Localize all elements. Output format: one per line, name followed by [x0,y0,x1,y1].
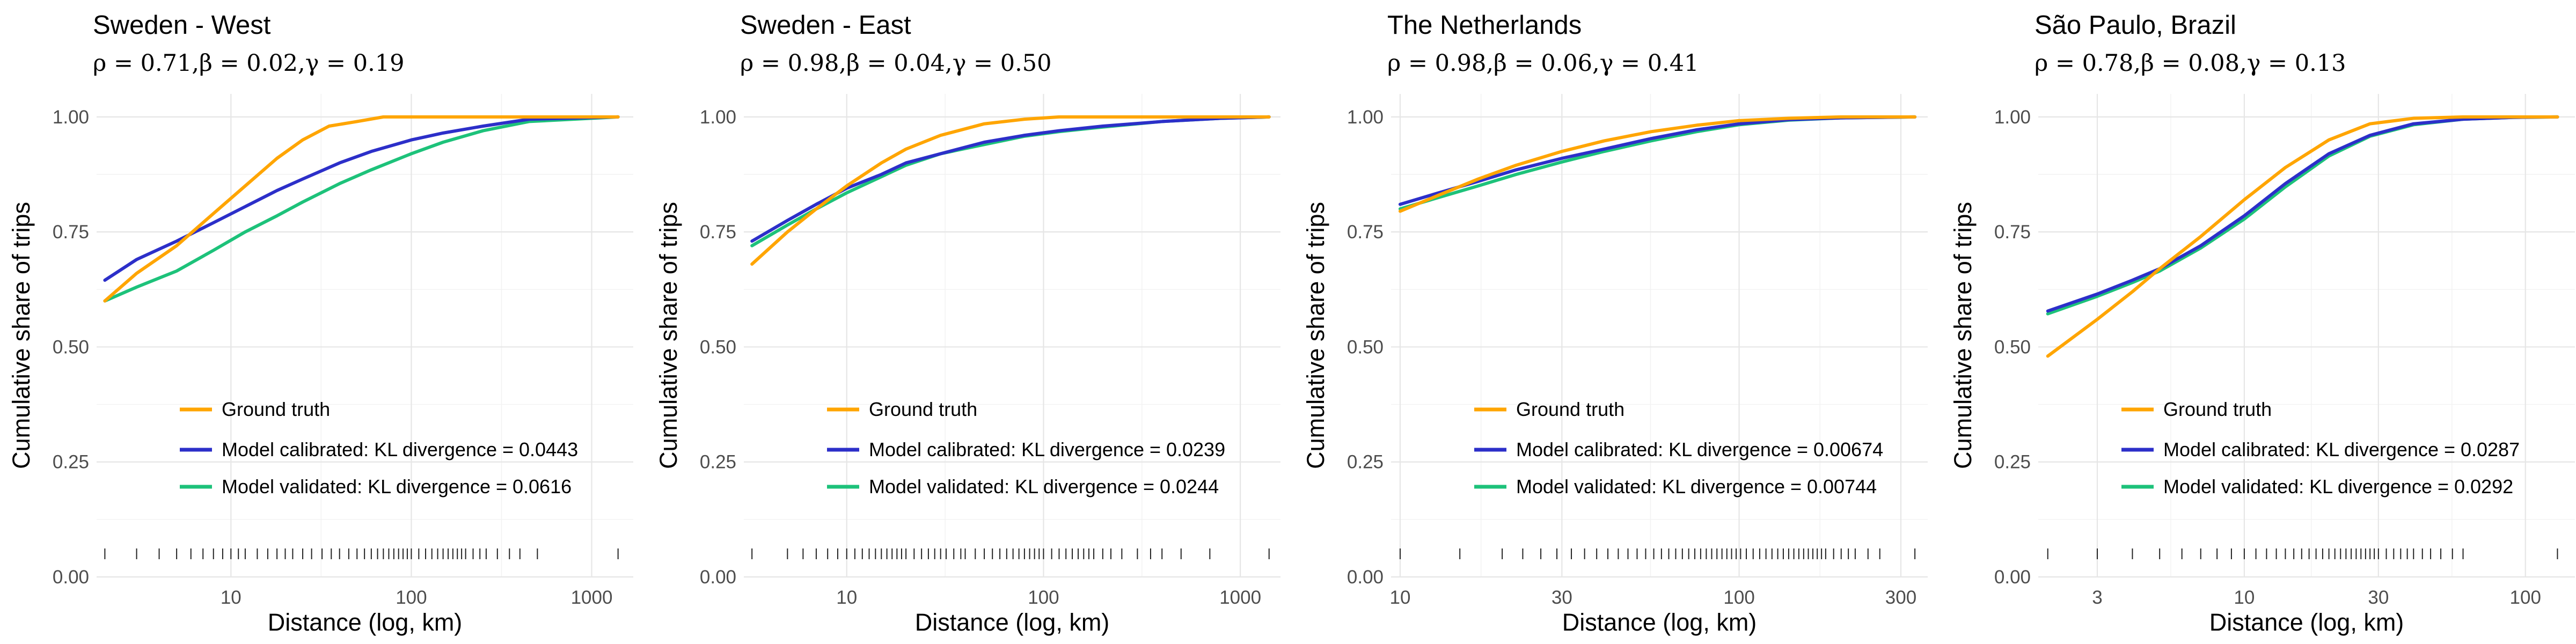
panel-subtitle: ρ = 0.98,β = 0.04,γ = 0.50 [740,50,1052,77]
x-tick-label: 300 [1885,587,1916,608]
series-line-ground-truth [103,115,620,303]
legend: Ground truth Model calibrated: KL diverge… [827,398,1225,497]
legend-label: Model validated: KL divergence = 0.0616 [222,475,572,497]
grid [97,94,633,578]
legend-label: Model calibrated: KL divergence = 0.0287 [2163,438,2520,460]
series-line-model-calibrated [103,115,620,282]
rug-marks [1399,548,1916,559]
chart-panel-2: Sweden - East ρ = 0.98,β = 0.04,γ = 0.50 0… [655,11,1280,636]
panel-title: São Paulo, Brazil [2035,11,2236,40]
panel-title: Sweden - East [740,11,911,40]
chart-panel-3: The Netherlands ρ = 0.98,β = 0.06,γ = 0.4… [1302,11,1928,636]
grid [2038,94,2575,578]
series-line-ground-truth [2046,115,2559,358]
legend-label: Model calibrated: KL divergence = 0.0443 [222,438,578,460]
x-tick-label: 3 [2092,587,2102,608]
panel-title: The Netherlands [1387,11,1582,40]
legend: Ground truth Model calibrated: KL diverge… [1474,398,1883,497]
panel-title: Sweden - West [93,11,271,40]
x-axis-label: Distance (log, km) [915,609,1110,636]
legend: Ground truth Model calibrated: KL diverge… [180,398,578,497]
series-line-model-calibrated [2046,115,2559,313]
y-tick-label: 1.00 [1994,107,2031,128]
x-tick-label: 10 [836,587,857,608]
x-tick-label: 10 [221,587,241,608]
x-tick-label: 10 [1390,587,1411,608]
x-axis-label: Distance (log, km) [268,609,463,636]
series-line-ground-truth [1398,115,1917,213]
series-line-model-calibrated [750,115,1271,243]
y-tick-label: 0.25 [1347,452,1384,473]
y-tick-label: 1.00 [53,107,89,128]
y-axis-label: Cumulative share of trips [1949,202,1977,469]
y-axis-label: Cumulative share of trips [655,202,682,469]
y-tick-label: 0.75 [1994,222,2031,243]
y-tick-label: 0.00 [53,567,89,588]
legend: Ground truth Model calibrated: KL diverge… [2121,398,2520,497]
chart-panel-1: Sweden - West ρ = 0.71,β = 0.02,γ = 0.19 0… [8,11,633,636]
y-tick-label: 0.75 [700,222,736,243]
x-tick-label: 10 [2234,587,2255,608]
x-axis-label: Distance (log, km) [2209,609,2404,636]
grid [744,94,1280,578]
y-tick-label: 0.50 [700,336,736,357]
y-tick-label: 0.00 [1347,567,1384,588]
x-tick-label: 30 [2368,587,2389,608]
legend-label: Ground truth [869,398,977,420]
rug-marks [2047,548,2558,559]
x-tick-label: 1000 [1219,587,1261,608]
x-tick-label: 100 [1028,587,1059,608]
rug-marks [104,548,619,559]
legend-label: Ground truth [2163,398,2272,420]
y-tick-label: 0.25 [1994,452,2031,473]
y-tick-label: 0.25 [53,452,89,473]
legend-label: Model validated: KL divergence = 0.0292 [2163,475,2513,497]
chart-panel-4: São Paulo, Brazil ρ = 0.78,β = 0.08,γ = 0… [1949,11,2575,636]
series-line-ground-truth [750,115,1271,266]
y-tick-label: 0.00 [700,567,736,588]
x-axis-label: Distance (log, km) [1562,609,1757,636]
grid [1391,94,1928,578]
y-tick-label: 0.25 [700,452,736,473]
legend-label: Model validated: KL divergence = 0.0244 [869,475,1219,497]
series-line-model-validated [103,115,620,303]
rug-marks [751,548,1270,559]
panel-subtitle: ρ = 0.78,β = 0.08,γ = 0.13 [2035,50,2346,77]
x-tick-label: 30 [1552,587,1572,608]
legend-label: Model validated: KL divergence = 0.00744 [1516,475,1877,497]
legend-label: Ground truth [222,398,330,420]
y-tick-label: 1.00 [1347,107,1384,128]
legend-label: Ground truth [1516,398,1624,420]
x-tick-label: 100 [396,587,427,608]
y-tick-label: 0.00 [1994,567,2031,588]
y-tick-label: 0.75 [1347,222,1384,243]
x-tick-label: 100 [2510,587,2541,608]
x-tick-label: 100 [1723,587,1754,608]
legend-label: Model calibrated: KL divergence = 0.0239 [869,438,1225,460]
y-tick-label: 1.00 [700,107,736,128]
y-tick-label: 0.50 [53,336,89,357]
y-tick-label: 0.50 [1347,336,1384,357]
y-axis-label: Cumulative share of trips [1302,202,1329,469]
panel-subtitle: ρ = 0.71,β = 0.02,γ = 0.19 [93,50,405,77]
y-axis-label: Cumulative share of trips [8,202,35,469]
x-tick-label: 1000 [571,587,613,608]
panel-subtitle: ρ = 0.98,β = 0.06,γ = 0.41 [1387,50,1699,77]
y-tick-label: 0.75 [53,222,89,243]
legend-label: Model calibrated: KL divergence = 0.0067… [1516,438,1883,460]
y-tick-label: 0.50 [1994,336,2031,357]
